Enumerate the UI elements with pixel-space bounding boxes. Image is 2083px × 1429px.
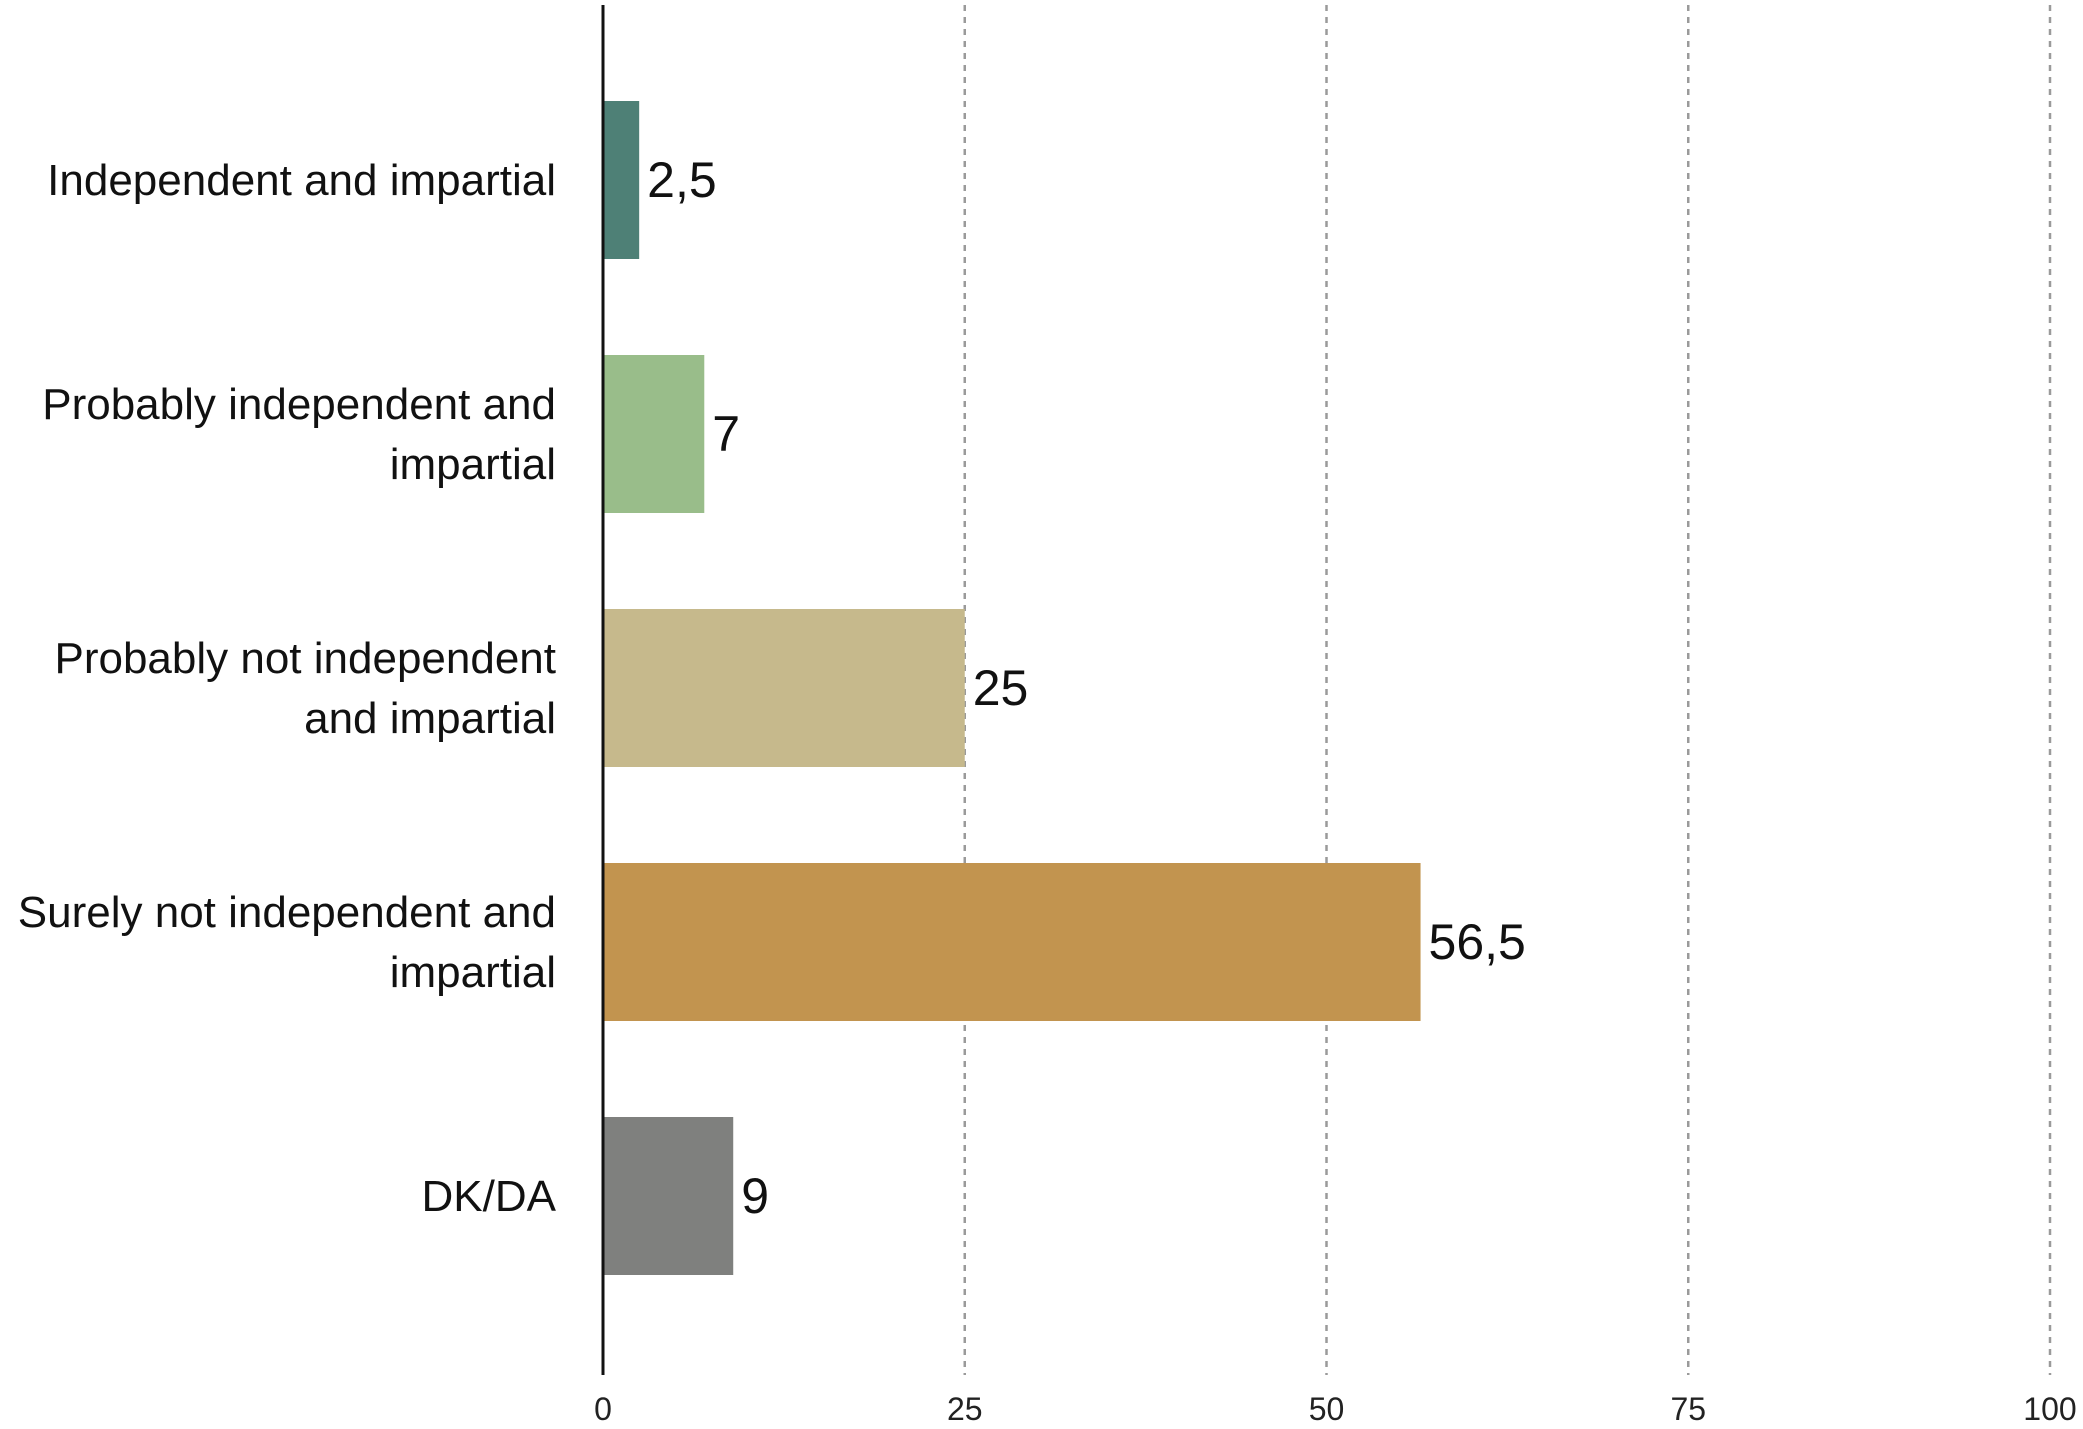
- x-tick-label-75: 75: [1670, 1391, 1706, 1427]
- value-label-3: 25: [973, 660, 1029, 716]
- value-label-1: 2,5: [647, 152, 717, 208]
- x-tick-label-100: 100: [2023, 1391, 2076, 1427]
- x-tick-label-0: 0: [594, 1391, 612, 1427]
- value-label-2: 7: [712, 406, 740, 462]
- x-tick-label-50: 50: [1309, 1391, 1345, 1427]
- category-labels: Independent and impartial Probably indepe…: [18, 156, 557, 1221]
- bars: [603, 101, 1421, 1275]
- bar-4: [603, 863, 1421, 1021]
- bar-3: [603, 609, 965, 767]
- x-tick-label-25: 25: [947, 1391, 983, 1427]
- value-label-5: 9: [741, 1168, 769, 1224]
- bar-2: [603, 355, 705, 513]
- x-axis-ticks: 0 25 50 75 100: [594, 1391, 2077, 1427]
- category-label-5: DK/DA: [422, 1172, 557, 1221]
- gridlines: [963, 5, 2052, 1375]
- category-label-1: Independent and impartial: [47, 156, 556, 205]
- value-label-4: 56,5: [1429, 914, 1526, 970]
- category-label-2: Probably independent and impartial: [42, 380, 556, 489]
- bar-1: [603, 101, 640, 259]
- value-labels: 2,5 7 25 56,5 9: [647, 152, 1526, 1224]
- bar-5: [603, 1117, 734, 1275]
- category-label-4: Surely not independent and impartial: [18, 888, 556, 997]
- category-label-3: Probably not independent and impartial: [54, 634, 556, 743]
